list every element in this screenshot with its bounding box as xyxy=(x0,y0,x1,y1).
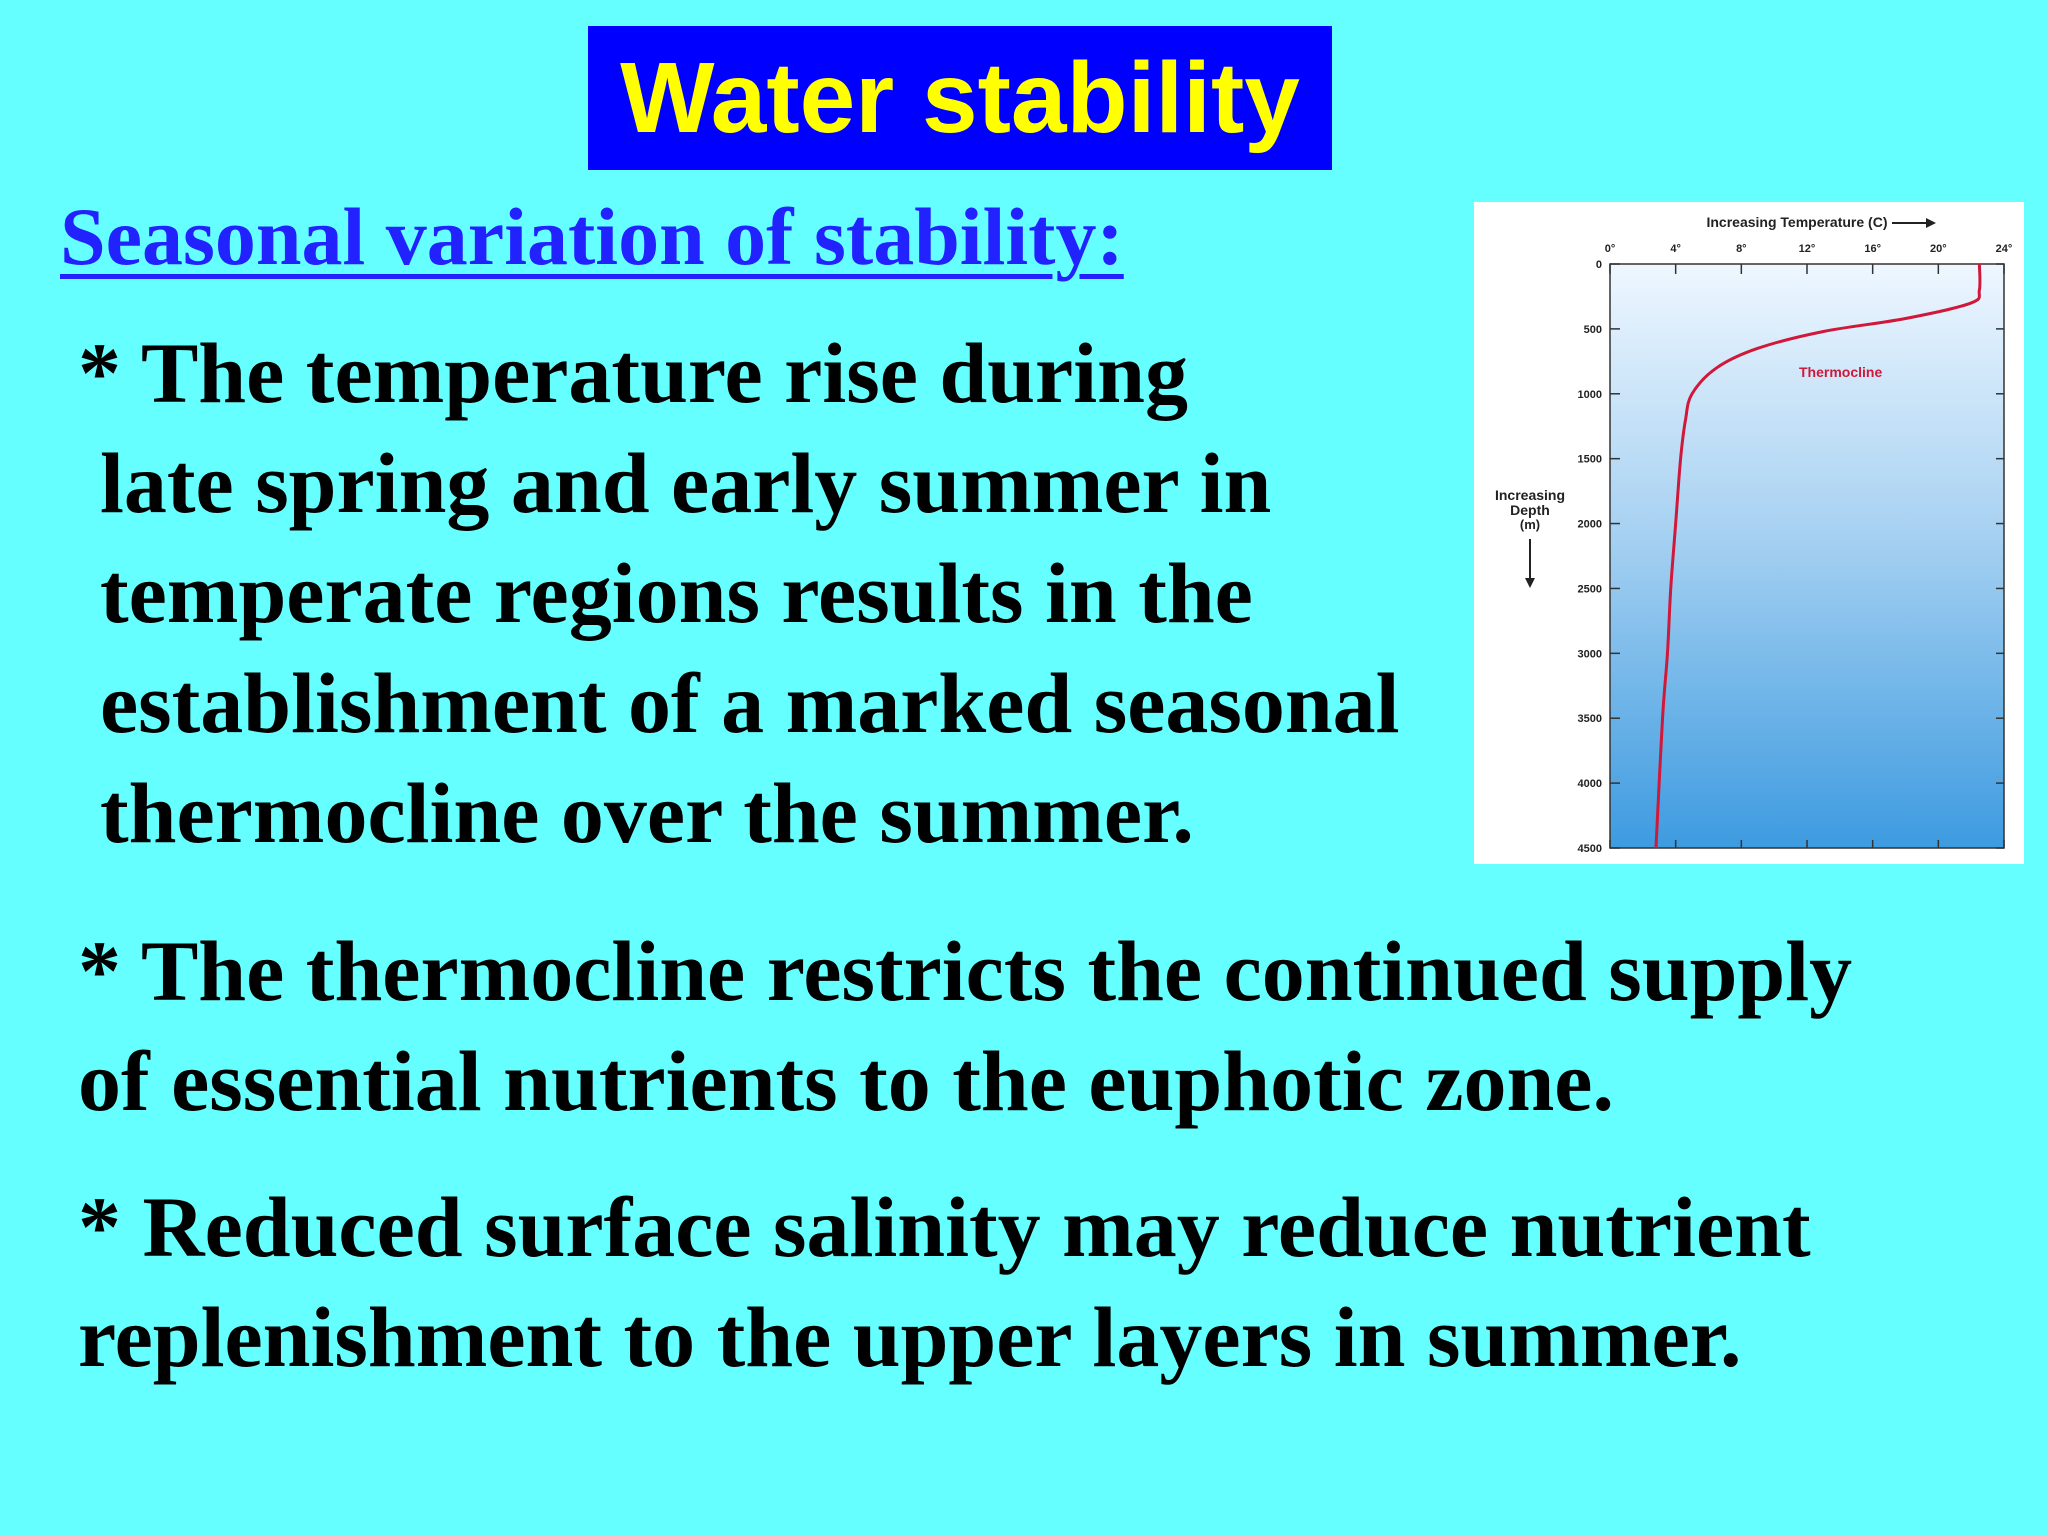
title-banner: Water stability xyxy=(588,26,1332,170)
y-tick-label: 4500 xyxy=(1578,843,1602,855)
y-tick-label: 1500 xyxy=(1578,454,1602,466)
x-tick-label: 4° xyxy=(1670,243,1681,255)
y-tick-label: 1000 xyxy=(1578,389,1602,401)
x-tick-label: 20° xyxy=(1930,243,1947,255)
y-tick-label: 500 xyxy=(1584,324,1602,336)
x-tick-label: 24° xyxy=(1996,243,2013,255)
y-tick-label: 3000 xyxy=(1578,648,1602,660)
bullet-line: * The thermocline restricts the continue… xyxy=(78,923,1853,1019)
x-tick-label: 0° xyxy=(1605,243,1616,255)
depth-arrow-icon xyxy=(1525,539,1535,588)
y-tick-label: 2500 xyxy=(1578,583,1602,595)
y-axis-label-line-1: Increasing xyxy=(1495,487,1565,503)
y-tick-label: 0 xyxy=(1596,259,1602,271)
thermocline-chart: Increasing Temperature (C) 0° 4° 8° 12° 16° 2… xyxy=(1495,214,2013,855)
bullet-line: establishment of a marked seasonal xyxy=(100,655,1400,751)
y-axis-label-line-2: Depth xyxy=(1510,502,1550,518)
bullet-line: of essential nutrients to the euphotic z… xyxy=(78,1033,1614,1129)
y-tick-label: 2000 xyxy=(1578,519,1602,531)
plot-area xyxy=(1609,263,2005,849)
bullet-line: temperate regions results in the xyxy=(100,545,1253,641)
y-tick-label: 4000 xyxy=(1578,778,1602,790)
x-axis-label: Increasing Temperature (C) xyxy=(1706,214,1887,230)
bullet-line: * Reduced surface salinity may reduce nu… xyxy=(78,1179,1811,1275)
y-axis-label-line-3: (m) xyxy=(1520,517,1540,532)
slide-title: Water stability xyxy=(620,42,1300,154)
x-tick-label: 12° xyxy=(1799,243,1816,255)
bullet-line: replenishment to the upper layers in sum… xyxy=(78,1289,1742,1385)
bullet-line: thermocline over the summer. xyxy=(100,765,1194,861)
y-tick-label: 3500 xyxy=(1578,713,1602,725)
bullet-line: * The temperature rise during xyxy=(78,325,1188,421)
bullet-2: * The thermocline restricts the continue… xyxy=(78,916,1852,1136)
bullet-line: late spring and early summer in xyxy=(100,435,1272,531)
slide-subtitle: Seasonal variation of stability: xyxy=(60,191,1124,282)
thermocline-figure: Increasing Temperature (C) 0° 4° 8° 12° 16° 2… xyxy=(1474,202,2024,864)
bullet-3: * Reduced surface salinity may reduce nu… xyxy=(78,1172,1811,1392)
y-axis-label: Increasing Depth (m) xyxy=(1495,487,1565,532)
thermocline-annotation: Thermocline xyxy=(1799,364,1882,380)
x-axis-arrow xyxy=(1892,218,1936,228)
bullet-1: * The temperature rise during late sprin… xyxy=(78,318,1400,868)
temperature-curve xyxy=(1654,263,1982,849)
x-tick-label: 8° xyxy=(1736,243,1747,255)
x-tick-label: 16° xyxy=(1864,243,1881,255)
